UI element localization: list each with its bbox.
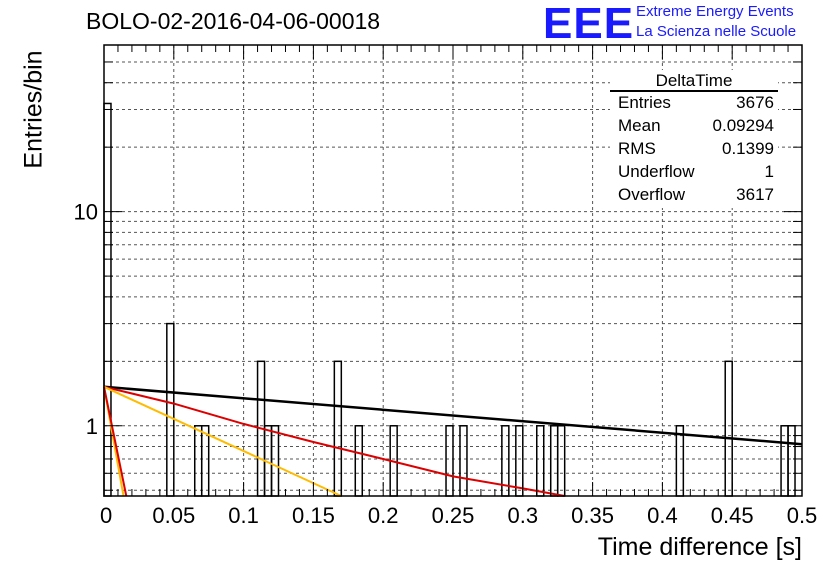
histogram-bin	[787, 425, 796, 497]
stats-label: Underflow	[618, 162, 695, 181]
histogram-bin	[459, 425, 468, 497]
histogram-bin	[445, 425, 454, 497]
stats-divider	[610, 90, 778, 92]
eee-logo: EEE	[543, 0, 635, 48]
chart-title: BOLO-02-2016-04-06-00018	[86, 8, 381, 34]
stats-row-rms: RMS 0.1399	[618, 139, 774, 162]
x-axis-label: Time difference [s]	[597, 533, 802, 561]
axes	[103, 44, 803, 497]
histogram-bin	[780, 425, 789, 497]
stats-row-underflow: Underflow 1	[618, 162, 774, 185]
stats-value: 0.1399	[722, 139, 774, 158]
stats-row-overflow: Overflow 3617	[618, 185, 774, 208]
stats-label: RMS	[618, 139, 656, 158]
stats-value: 3617	[736, 185, 774, 204]
fit-curve	[103, 385, 803, 446]
histogram-bin	[193, 425, 203, 497]
x-tick-label: 0.2	[368, 503, 399, 528]
histogram-bin	[724, 360, 733, 497]
histogram-bin	[549, 425, 559, 497]
y-tick-label: 1	[86, 414, 98, 439]
histogram-bin	[166, 322, 175, 497]
stats-title: DeltaTime	[655, 71, 733, 90]
fit-curve	[103, 385, 565, 497]
x-tick-label: 0.5	[787, 503, 818, 528]
histogram-bin	[270, 425, 280, 497]
histogram-bin	[333, 360, 343, 497]
x-tick-label: 0.15	[292, 503, 335, 528]
histogram-bin	[515, 425, 524, 497]
histogram-bin	[103, 102, 112, 497]
stats-label: Entries	[618, 93, 671, 112]
stats-value: 0.09294	[712, 116, 774, 135]
fit-curve	[103, 386, 128, 497]
fit-curve	[103, 385, 342, 497]
tick-labels: 0 0.05 0.1 0.15 0.2 0.25 0.3 0.35 0.4 0.45 0.5 1 10	[74, 200, 818, 528]
stats-value: 1	[764, 162, 774, 181]
stats-box: DeltaTime Entries 3676 Mean 0.09294 RMS …	[610, 70, 778, 208]
x-tick-label: 0.25	[432, 503, 475, 528]
x-tick-label: 0.3	[508, 503, 539, 528]
y-axis-label: Entries/bin	[19, 50, 48, 169]
y-tick-label: 10	[74, 200, 98, 225]
stats-label: Overflow	[618, 185, 686, 204]
logo-line-1: Extreme Energy Events	[636, 3, 794, 20]
x-tick-label: 0	[100, 503, 112, 528]
x-tick-label: 0.35	[571, 503, 614, 528]
stats-value: 3676	[736, 93, 774, 112]
logo-line-2: La Scienza nelle Scuole	[636, 23, 797, 40]
histogram-bin	[200, 425, 210, 497]
histogram-bin	[354, 425, 364, 497]
histogram-bin	[556, 425, 566, 497]
stats-label: Mean	[618, 116, 661, 135]
stats-row-entries: Entries 3676	[618, 93, 774, 116]
stats-row-mean: Mean 0.09294	[618, 116, 774, 139]
histogram-bin	[675, 425, 685, 497]
x-tick-label: 0.45	[711, 503, 754, 528]
x-tick-label: 0.4	[647, 503, 678, 528]
histogram-bin	[536, 425, 545, 497]
fit-lines	[103, 385, 803, 497]
x-tick-label: 0.05	[152, 503, 195, 528]
x-tick-label: 0.1	[228, 503, 259, 528]
